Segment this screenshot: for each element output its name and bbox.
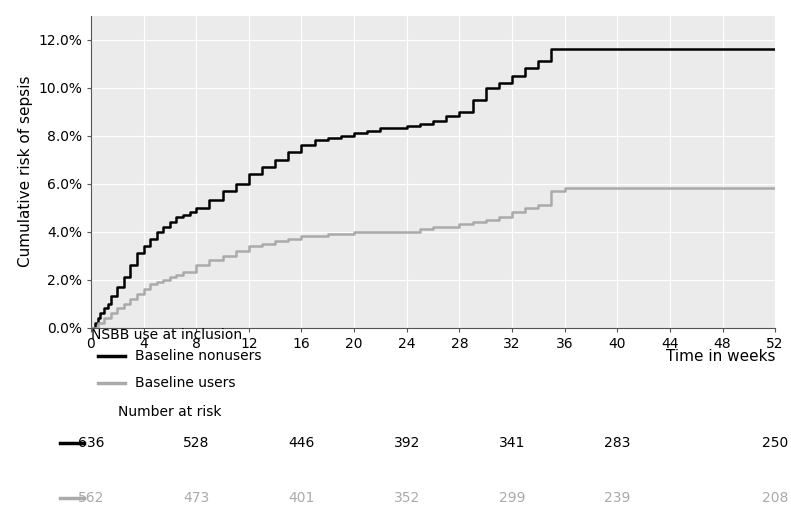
Text: 528: 528 [183,436,210,450]
Text: 392: 392 [394,436,420,450]
Text: 283: 283 [604,436,630,450]
Text: 446: 446 [288,436,315,450]
Text: Time in weeks: Time in weeks [666,349,775,365]
Text: 352: 352 [394,490,420,504]
Text: 239: 239 [604,490,630,504]
Text: NSBB use at inclusion: NSBB use at inclusion [91,328,242,342]
Text: 208: 208 [762,490,789,504]
Text: 250: 250 [762,436,789,450]
Text: 636: 636 [78,436,104,450]
Text: 299: 299 [499,490,525,504]
Text: 341: 341 [499,436,525,450]
Text: 562: 562 [78,490,104,504]
Y-axis label: Cumulative risk of sepsis: Cumulative risk of sepsis [17,76,32,267]
Text: Number at risk: Number at risk [119,405,221,419]
Text: Baseline users: Baseline users [135,376,236,390]
Text: 401: 401 [288,490,315,504]
Text: 473: 473 [183,490,210,504]
Text: Baseline nonusers: Baseline nonusers [135,349,262,363]
